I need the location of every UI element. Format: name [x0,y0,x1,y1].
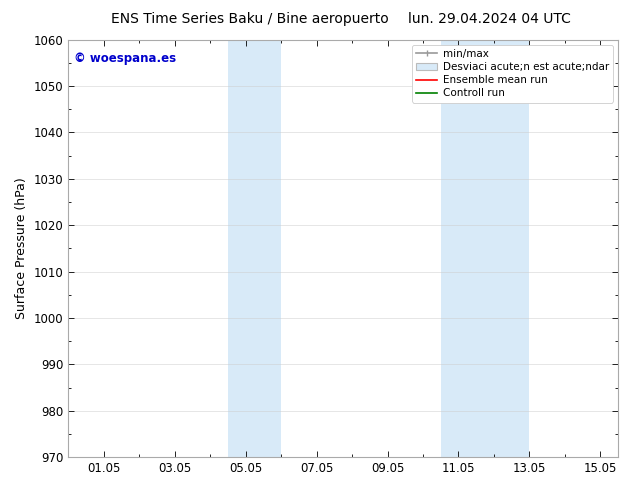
Text: © woespana.es: © woespana.es [74,52,176,65]
Bar [441,40,529,457]
Text: lun. 29.04.2024 04 UTC: lun. 29.04.2024 04 UTC [408,12,571,26]
Legend: min/max, Desviaci acute;n est acute;ndar, Ensemble mean run, Controll run: min/max, Desviaci acute;n est acute;ndar… [412,45,613,102]
Y-axis label: Surface Pressure (hPa): Surface Pressure (hPa) [15,177,28,319]
Bar [228,40,281,457]
Text: ENS Time Series Baku / Bine aeropuerto: ENS Time Series Baku / Bine aeropuerto [111,12,389,26]
